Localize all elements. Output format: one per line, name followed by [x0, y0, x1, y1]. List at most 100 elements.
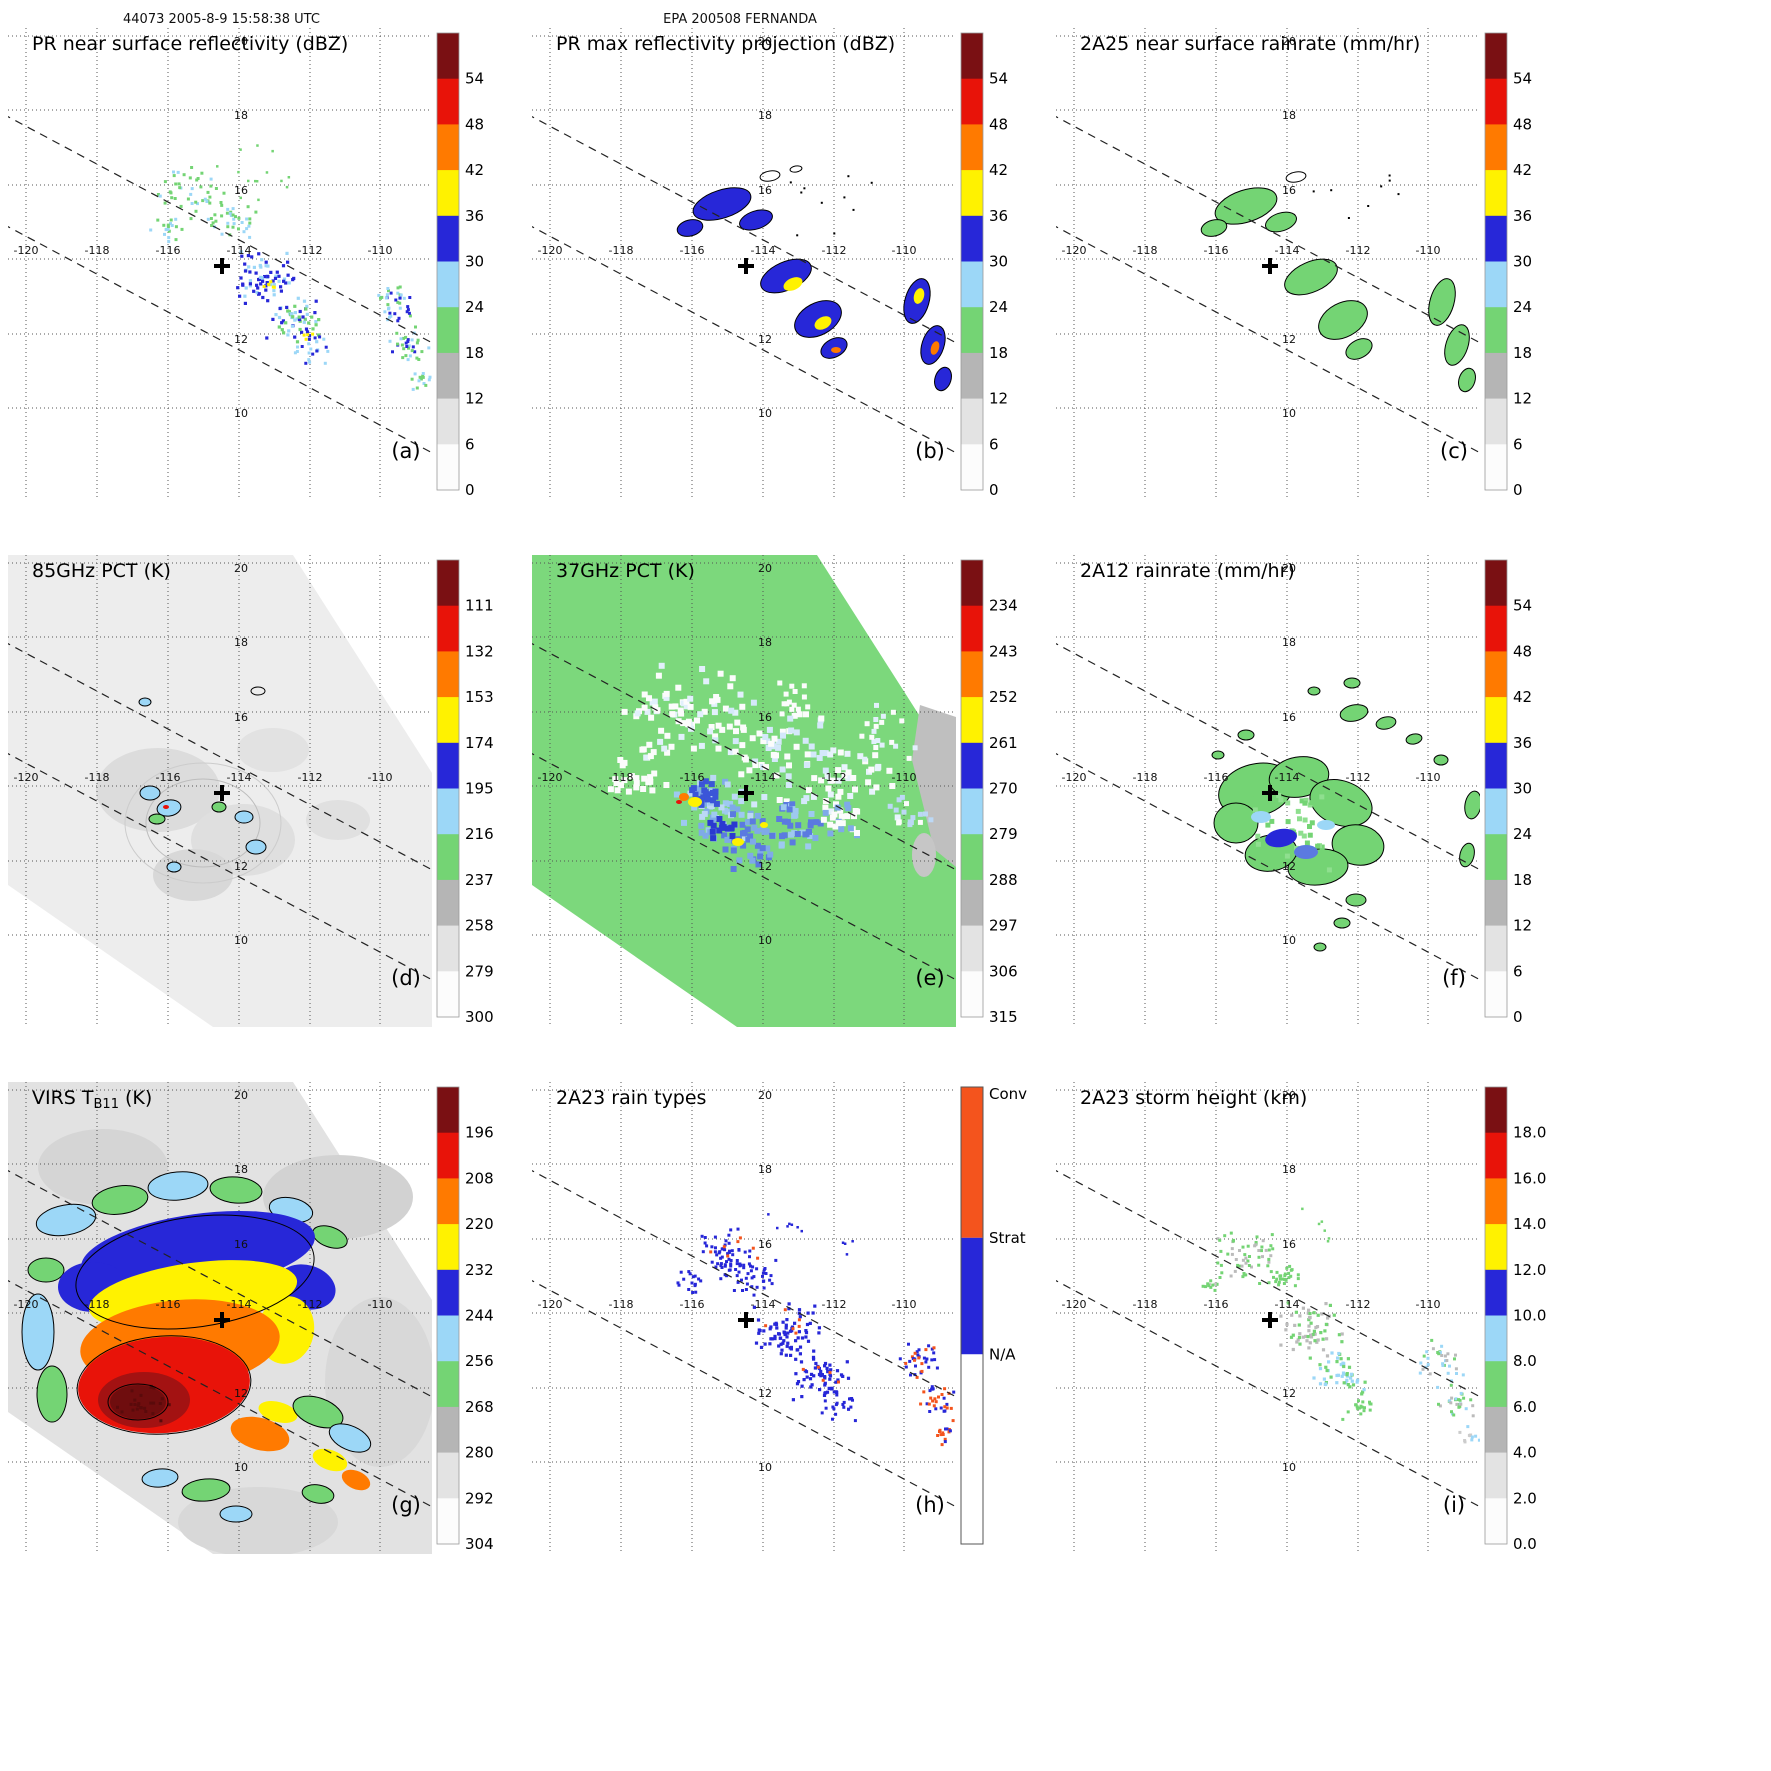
map-area	[532, 28, 956, 500]
svg-text:-112: -112	[822, 244, 847, 257]
svg-text:12: 12	[234, 333, 248, 346]
svg-text:20: 20	[1282, 562, 1296, 575]
colorbar-tick-label: 18	[1513, 344, 1532, 362]
svg-text:-118: -118	[609, 1298, 634, 1311]
svg-text:10: 10	[758, 1461, 772, 1474]
storm-center-marker	[738, 1312, 754, 1328]
colorbar-tick-label: 18	[989, 344, 1008, 362]
speckle-cluster	[149, 217, 184, 244]
grid-labels: -120 -118 -116 -114 -112 -110 20 18 16 12 10	[1062, 562, 1441, 947]
colorbar-tick-label: 304	[465, 1535, 494, 1553]
panel-letter: (h)	[915, 1493, 945, 1517]
svg-text:-120: -120	[1062, 771, 1087, 784]
svg-text:-110: -110	[1416, 244, 1441, 257]
panel-i: -120 -118 -116 -114 -112 -110 20 18 16 12 10 2A23 s…	[1056, 1082, 1546, 1554]
svg-text:-116: -116	[680, 244, 705, 257]
colorbar: 54 48 42 36 30 24 18 12 6 0	[1484, 559, 1532, 1026]
svg-text:20: 20	[234, 35, 248, 48]
colorbar-tick-label: 244	[465, 1307, 494, 1325]
map-area	[1056, 28, 1480, 500]
panel-title: PR near surface reflectivity (dBZ)	[32, 33, 348, 55]
panel-h: -120 -118 -116 -114 -112 -110 20 18 16 12 10 2A23 r…	[532, 1082, 1027, 1554]
svg-text:12: 12	[1282, 1387, 1296, 1400]
svg-text:-116: -116	[156, 244, 181, 257]
svg-text:-118: -118	[85, 1298, 110, 1311]
grid-labels: -120 -118 -116 -114 -112 -110 20 18 16 12 10	[538, 562, 917, 947]
speckle-cluster	[1341, 1399, 1373, 1421]
colorbar-tick-label: 6	[1513, 435, 1523, 453]
svg-text:-114: -114	[227, 1298, 252, 1311]
svg-text:16: 16	[758, 1238, 772, 1251]
colorbar-tick-label: 232	[465, 1261, 494, 1279]
data-features	[676, 165, 952, 392]
colorbar-tick-label: 243	[989, 642, 1018, 660]
svg-text:12: 12	[1282, 333, 1296, 346]
svg-text:18: 18	[234, 636, 248, 649]
svg-text:-118: -118	[1133, 244, 1158, 257]
colorbar-tick-label: 268	[465, 1398, 494, 1416]
colorbar-tick-label: 8.0	[1513, 1352, 1537, 1370]
colorbar-tick-label: 42	[465, 161, 484, 179]
svg-text:-114: -114	[751, 1298, 776, 1311]
colorbar-tick-label: 16.0	[1513, 1169, 1546, 1187]
speckle-cluster	[777, 680, 811, 717]
panel-a: -120 -118 -116 -114 -112 -110 20 18 16 12 10 PR nea…	[8, 28, 484, 500]
colorbar-tick-label: 252	[989, 688, 1018, 706]
svg-text:-114: -114	[751, 244, 776, 257]
colorbar-tick-label: 30	[1513, 780, 1532, 798]
speckle-cluster	[712, 699, 842, 808]
svg-text:18: 18	[758, 636, 772, 649]
colorbar: 54 48 42 36 30 24 18 12 6 0	[1484, 32, 1532, 499]
grid-labels: -120 -118 -116 -114 -112 -110 20 18 16 12 10	[1062, 1089, 1441, 1474]
colorbar-tick-label: 36	[989, 207, 1008, 225]
grid-labels: -120 -118 -116 -114 -112 -110 20 18 16 12 10	[1062, 35, 1441, 420]
grid-labels: -120 -118 -116 -114 -112 -110 20 18 16 12 10	[14, 1089, 393, 1474]
swath-edge-lines	[1056, 642, 1480, 981]
svg-text:10: 10	[758, 407, 772, 420]
svg-text:-112: -112	[822, 771, 847, 784]
data-features	[1211, 677, 1480, 952]
svg-text:16: 16	[1282, 1238, 1296, 1251]
colorbar-tick-label: 280	[465, 1444, 494, 1462]
colorbar-tick-label: 54	[465, 70, 484, 88]
speckle-cluster	[302, 332, 315, 341]
colorbar: 111 132 153 174 195 216 237 258 279 300	[436, 559, 494, 1026]
colorbar-tick-label: 315	[989, 1008, 1018, 1026]
svg-text:-110: -110	[368, 771, 393, 784]
colorbar-tick-label: 36	[465, 207, 484, 225]
svg-text:18: 18	[1282, 636, 1296, 649]
colorbar-tick-label: 42	[1513, 161, 1532, 179]
speckle-cluster	[1216, 1231, 1275, 1279]
speckle-cluster	[841, 1240, 854, 1256]
svg-text:10: 10	[234, 407, 248, 420]
svg-text:-118: -118	[85, 771, 110, 784]
svg-text:-118: -118	[609, 244, 634, 257]
svg-text:-116: -116	[680, 1298, 705, 1311]
svg-text:12: 12	[758, 1387, 772, 1400]
svg-text:-112: -112	[298, 1298, 323, 1311]
colorbar: 54 48 42 36 30 24 18 12 6 0	[960, 32, 1008, 499]
svg-text:20: 20	[1282, 35, 1296, 48]
colorbar-tick-label: 12	[989, 390, 1008, 408]
speckle-cluster	[789, 175, 873, 237]
svg-text:-110: -110	[892, 1298, 917, 1311]
colorbar-tick-label: 270	[989, 780, 1018, 798]
colorbar-tick-label: 24	[465, 298, 484, 316]
panel-c: -120 -118 -116 -114 -112 -110 20 18 16 12 10 2A25 n…	[1056, 28, 1532, 500]
colorbar-tick-label: 12.0	[1513, 1261, 1546, 1279]
storm-center-marker	[1262, 1312, 1278, 1328]
colorbar-tick-label: 30	[1513, 253, 1532, 271]
colorbar-tick-label: 48	[989, 115, 1008, 133]
gridlines	[532, 1082, 956, 1554]
svg-text:-112: -112	[298, 244, 323, 257]
speckle-cluster	[707, 816, 738, 842]
speckle-cluster	[156, 166, 233, 229]
colorbar-tick-label: 261	[989, 734, 1018, 752]
panel-title: 2A25 near surface rainrate (mm/hr)	[1080, 33, 1420, 55]
svg-text:18: 18	[1282, 1163, 1296, 1176]
data-features	[676, 1213, 956, 1447]
colorbar-tick-label: 208	[465, 1169, 494, 1187]
colorbar-tick-label: 54	[1513, 597, 1532, 615]
grid-labels: -120 -118 -116 -114 -112 -110 20 18 16 12 10	[14, 35, 393, 420]
colorbar: 54 48 42 36 30 24 18 12 6 0	[436, 32, 484, 499]
